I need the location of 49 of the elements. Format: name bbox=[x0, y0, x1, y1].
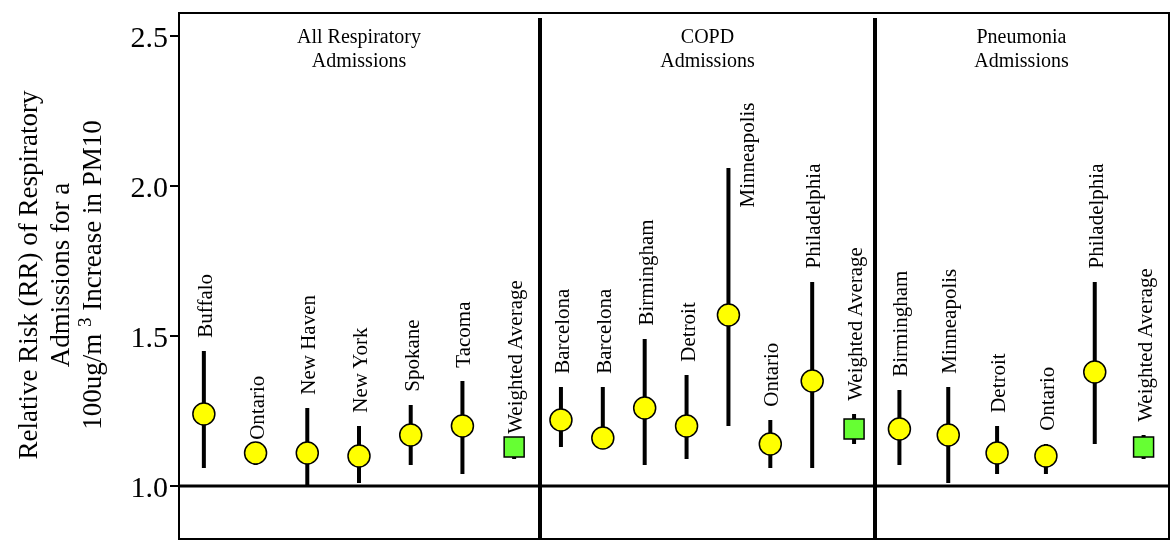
point bbox=[1132, 436, 1155, 458]
category-label: Ontario bbox=[1034, 366, 1059, 431]
point bbox=[716, 303, 741, 327]
category-label: Minneapolis bbox=[735, 102, 760, 208]
point bbox=[936, 423, 960, 447]
category-label: Detroit bbox=[986, 353, 1011, 413]
category-label: Birmingham bbox=[888, 270, 913, 377]
y-tick-label: 2.5 bbox=[130, 19, 168, 53]
point bbox=[843, 418, 865, 440]
point bbox=[591, 426, 615, 450]
point bbox=[398, 423, 423, 447]
category-label: Philadelphia bbox=[801, 163, 826, 269]
category-label: Weighted Average bbox=[843, 247, 868, 401]
text: Pneumonia Admissions bbox=[973, 24, 1070, 72]
category-label: Ontario bbox=[244, 375, 269, 440]
point bbox=[549, 408, 573, 432]
y-tick-label: 1.5 bbox=[130, 319, 168, 353]
point bbox=[1083, 360, 1107, 384]
category-label: Tacoma bbox=[451, 301, 476, 368]
category-label: Philadelphia bbox=[1083, 163, 1108, 269]
point bbox=[674, 414, 699, 438]
point bbox=[347, 444, 371, 468]
point bbox=[192, 402, 216, 426]
point bbox=[632, 396, 657, 420]
text: All Respiratory Admissions bbox=[296, 24, 422, 72]
category-label: Minneapolis bbox=[937, 268, 962, 374]
point bbox=[887, 417, 912, 441]
point bbox=[295, 441, 320, 465]
category-label: Weighted Average bbox=[1132, 268, 1157, 422]
category-label: New Haven bbox=[296, 295, 321, 395]
text: COPD Admissions bbox=[659, 24, 756, 72]
point bbox=[243, 441, 268, 465]
category-label: Weighted Average bbox=[503, 280, 528, 434]
category-label: Buffalo bbox=[192, 273, 217, 338]
point bbox=[758, 432, 783, 456]
category-label: Spokane bbox=[399, 319, 424, 392]
point bbox=[450, 414, 475, 438]
point bbox=[1034, 444, 1058, 468]
point bbox=[503, 436, 525, 458]
point bbox=[985, 441, 1009, 465]
category-label: Birmingham bbox=[633, 219, 658, 326]
y-tick-label: 1.0 bbox=[130, 469, 168, 503]
point bbox=[800, 369, 824, 393]
category-label: Ontario bbox=[759, 342, 784, 407]
category-label: Detroit bbox=[675, 302, 700, 362]
category-label: Barcelona bbox=[591, 288, 616, 374]
category-label: Barcelona bbox=[549, 288, 574, 374]
y-tick-label: 2.0 bbox=[130, 169, 168, 203]
category-label: New York bbox=[348, 327, 372, 413]
